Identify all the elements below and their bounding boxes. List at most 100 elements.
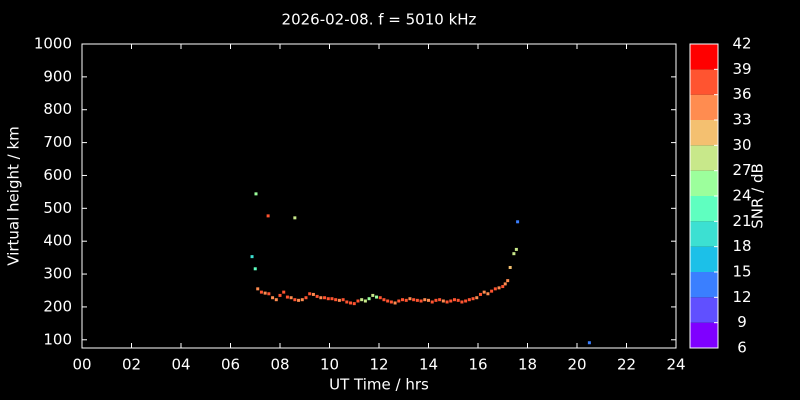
y-tick-label: 800 [43, 100, 72, 118]
point [456, 298, 460, 302]
point [300, 298, 304, 302]
point [497, 286, 501, 290]
point [308, 292, 312, 296]
y-tick-label: 400 [43, 232, 72, 250]
point [297, 298, 301, 302]
point [389, 300, 393, 304]
point [256, 287, 260, 291]
point [315, 294, 319, 298]
point [401, 298, 405, 302]
point [271, 296, 275, 300]
point [490, 289, 494, 293]
x-tick-label: 04 [171, 356, 190, 374]
point [452, 298, 456, 302]
x-tick-label: 02 [122, 356, 141, 374]
point [516, 220, 520, 224]
point [445, 300, 449, 304]
x-axis-label: UT Time / hrs [329, 376, 429, 394]
point [419, 299, 423, 303]
point [427, 298, 430, 302]
x-tick-label: 22 [617, 356, 636, 374]
x-tick-label: 18 [518, 356, 537, 374]
point [356, 299, 360, 303]
point [587, 341, 591, 345]
colorbar-bin [690, 94, 718, 120]
point [493, 287, 497, 291]
x-tick-label: 08 [270, 356, 289, 374]
point [352, 302, 356, 306]
point [253, 267, 257, 271]
point [293, 216, 297, 220]
colorbar-tick-label: 6 [737, 339, 747, 357]
point [285, 295, 289, 299]
point [349, 301, 353, 305]
point [259, 290, 263, 294]
point [266, 214, 270, 218]
point [508, 265, 512, 269]
colorbar-tick-label: 21 [732, 212, 751, 230]
colorbar-bin [690, 196, 718, 222]
colorbar-tick-label: 27 [732, 161, 751, 179]
colorbar-tick-label: 18 [732, 237, 751, 255]
y-tick-label: 500 [43, 199, 72, 217]
x-tick-label: 16 [468, 356, 487, 374]
point [464, 299, 468, 303]
point [375, 295, 379, 299]
point [282, 290, 286, 294]
point [371, 293, 375, 297]
colorbar-label: SNR / dB [749, 163, 767, 229]
point [267, 292, 271, 296]
chart-title: 2026-02-08. f = 5010 kHz [282, 11, 477, 29]
point [289, 296, 293, 300]
point [330, 297, 334, 301]
x-tick-label: 06 [221, 356, 240, 374]
colorbar-tick-label: 33 [732, 111, 751, 129]
point [449, 299, 453, 303]
point [501, 285, 505, 289]
colorbar-tick-label: 42 [732, 35, 751, 53]
colorbar-bin [690, 120, 718, 146]
colorbar-bin [690, 145, 718, 171]
point [363, 299, 367, 303]
point [367, 297, 371, 301]
point [430, 300, 434, 304]
point [412, 298, 416, 302]
point [360, 298, 364, 302]
x-tick-label: 00 [72, 356, 91, 374]
colorbar-bin [690, 297, 718, 323]
y-tick-label: 600 [43, 166, 72, 184]
x-tick-label: 12 [369, 356, 388, 374]
colorbar-tick-label: 39 [732, 60, 751, 78]
point [341, 298, 345, 302]
colorbar-tick-label: 36 [732, 85, 751, 103]
point [467, 298, 471, 302]
point [311, 292, 315, 296]
point [514, 247, 518, 251]
colorbar-bin [690, 272, 718, 298]
point [471, 297, 475, 301]
point [478, 292, 482, 296]
plot-frame [81, 43, 677, 349]
point [434, 298, 438, 302]
point [512, 252, 516, 256]
point [393, 301, 397, 305]
point [323, 296, 327, 300]
y-axis-label: Virtual height / km [5, 126, 23, 265]
point [319, 296, 323, 300]
y-tick-label: 300 [43, 265, 72, 283]
y-tick-label: 100 [43, 330, 72, 348]
point [506, 279, 510, 283]
colorbar-bin [690, 221, 718, 247]
y-tick-label: 200 [43, 297, 72, 315]
point [475, 296, 479, 300]
point [334, 298, 338, 302]
x-tick-label: 20 [567, 356, 586, 374]
colorbar-tick-label: 30 [732, 136, 751, 154]
point [263, 291, 267, 295]
point [438, 298, 442, 302]
y-tick-label: 900 [43, 67, 72, 85]
point [415, 298, 419, 302]
colorbar-bin [690, 170, 718, 196]
